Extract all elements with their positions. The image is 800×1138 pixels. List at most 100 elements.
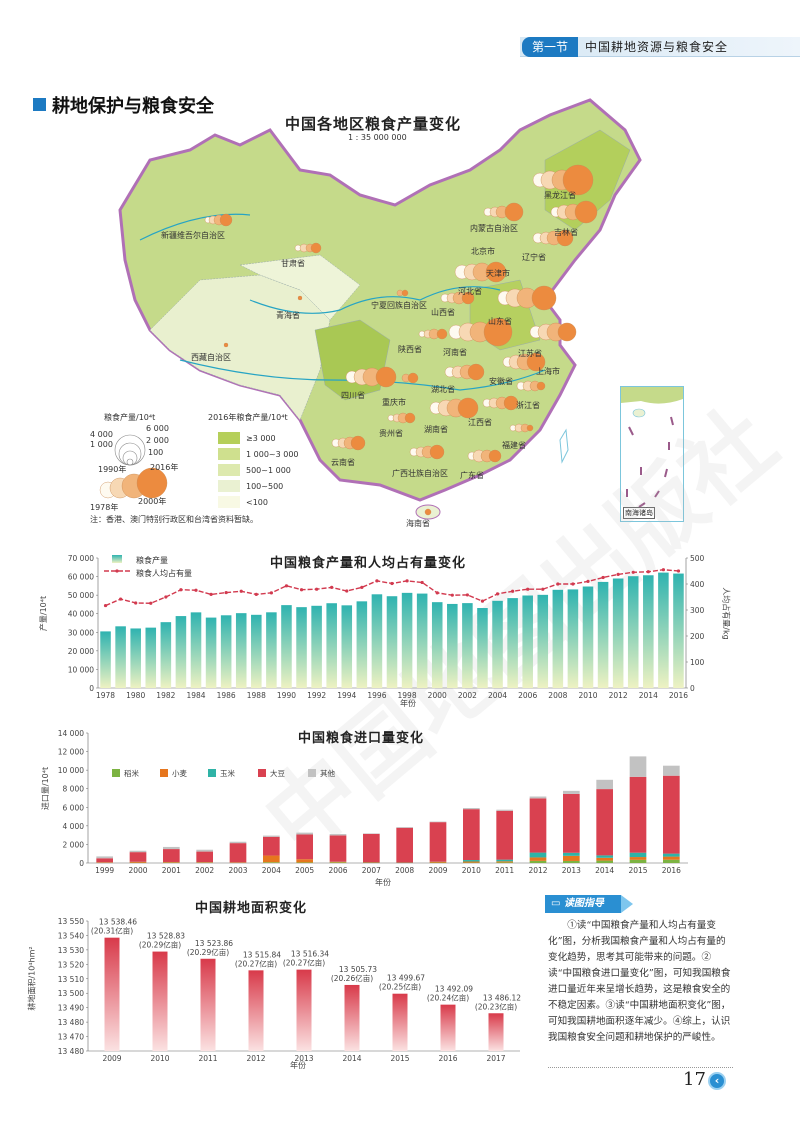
svg-text:13 490: 13 490: [58, 1004, 84, 1013]
svg-text:13 470: 13 470: [58, 1033, 84, 1042]
svg-text:大豆: 大豆: [270, 768, 285, 778]
svg-text:13 499.67: 13 499.67: [387, 974, 425, 983]
svg-text:2011: 2011: [495, 866, 514, 875]
svg-text:2001: 2001: [162, 866, 181, 875]
svg-text:2008: 2008: [395, 866, 414, 875]
map-region-label: 上海市: [536, 367, 560, 376]
svg-text:2017: 2017: [486, 1054, 505, 1063]
map-region-label: 云南省: [331, 458, 355, 467]
svg-text:300: 300: [690, 606, 705, 615]
map-region-label: 西藏自治区: [191, 353, 231, 362]
svg-text:2 000: 2 000: [63, 840, 85, 849]
reading-guide-text: ①读“中国粮食产量和人均占有量变化”图，分析我国粮食产量和人均占有量的变化趋势，…: [548, 920, 731, 1043]
svg-text:13 550: 13 550: [58, 917, 84, 926]
svg-text:13 538.46: 13 538.46: [99, 918, 137, 927]
svg-text:2003: 2003: [228, 866, 247, 875]
svg-text:0: 0: [79, 859, 84, 868]
svg-text:小麦: 小麦: [172, 768, 187, 778]
svg-text:40 000: 40 000: [68, 610, 94, 619]
svg-text:2008: 2008: [548, 691, 567, 700]
map-region-label: 黑龙江省: [544, 191, 576, 200]
svg-text:1992: 1992: [307, 691, 326, 700]
svg-text:1996: 1996: [367, 691, 386, 700]
svg-text:1986: 1986: [217, 691, 236, 700]
svg-text:2015: 2015: [628, 866, 647, 875]
map-region-label: 新疆维吾尔自治区: [161, 231, 225, 240]
svg-text:(20.25亿亩): (20.25亿亩): [379, 982, 421, 992]
svg-text:2011: 2011: [198, 1054, 217, 1063]
svg-text:2004: 2004: [488, 691, 507, 700]
svg-text:30 000: 30 000: [68, 628, 94, 637]
svg-text:2012: 2012: [528, 866, 547, 875]
map-region-label: 宁夏回族自治区: [371, 301, 427, 310]
svg-text:2012: 2012: [609, 691, 628, 700]
back-arrow-icon[interactable]: ‹: [708, 1072, 726, 1090]
map-region-label: 河南省: [443, 348, 467, 357]
map-region-label: 山西省: [431, 308, 455, 317]
svg-text:2010: 2010: [150, 1054, 169, 1063]
svg-text:2007: 2007: [362, 866, 381, 875]
map-region-label: 安徽省: [489, 377, 513, 386]
svg-text:1980: 1980: [126, 691, 145, 700]
china-grain-map: 黑龙江省 吉林省 辽宁省 内蒙古自治区 北京市 天津市 河北省 山西省 山东省 宁夏回族自治区 陕西…: [90, 92, 650, 532]
chapter-title: 中国耕地资源与粮食安全: [585, 40, 729, 54]
svg-text:1978: 1978: [96, 691, 115, 700]
svg-text:(20.24亿亩): (20.24亿亩): [427, 993, 469, 1003]
svg-text:2002: 2002: [458, 691, 477, 700]
svg-text:(20.26亿亩): (20.26亿亩): [331, 973, 373, 983]
svg-text:玉米: 玉米: [220, 768, 235, 778]
svg-text:2000: 2000: [428, 691, 447, 700]
svg-text:10 000: 10 000: [58, 766, 84, 775]
svg-text:13 500: 13 500: [58, 989, 84, 998]
map-region-label: 河北省: [458, 287, 482, 296]
svg-text:13 510: 13 510: [58, 975, 84, 984]
svg-text:400: 400: [690, 580, 705, 589]
svg-text:1984: 1984: [186, 691, 205, 700]
svg-text:(20.27亿亩): (20.27亿亩): [283, 958, 325, 968]
map-note: 注：香港、澳门特别行政区和台湾省资料暂缺。: [90, 515, 258, 524]
svg-text:(20.23亿亩): (20.23亿亩): [475, 1001, 517, 1011]
legend-circle-title: 粮食产量/10⁴t: [104, 413, 156, 422]
svg-text:10 000: 10 000: [68, 665, 94, 674]
svg-text:2016: 2016: [662, 866, 681, 875]
map-region-label: 北京市: [471, 247, 495, 256]
map-title: 中国各地区粮食产量变化: [285, 115, 462, 133]
reading-guide-header: ▭ 读图指导: [545, 895, 621, 913]
map-region-label: 福建省: [502, 441, 526, 450]
svg-text:13 516.34: 13 516.34: [291, 950, 329, 959]
svg-text:其他: 其他: [320, 768, 335, 778]
svg-text:(20.29亿亩): (20.29亿亩): [139, 940, 181, 950]
svg-text:2004: 2004: [262, 866, 281, 875]
svg-text:1988: 1988: [247, 691, 266, 700]
map-region-label: 江苏省: [518, 349, 542, 358]
map-region-label: 广西壮族自治区: [392, 469, 448, 478]
svg-text:100: 100: [690, 658, 705, 667]
svg-text:2015: 2015: [390, 1054, 409, 1063]
svg-text:60 000: 60 000: [68, 573, 94, 582]
svg-text:0: 0: [690, 684, 695, 693]
svg-text:13 492.09: 13 492.09: [435, 985, 473, 994]
svg-text:2002: 2002: [195, 866, 214, 875]
svg-text:13 523.86: 13 523.86: [195, 939, 233, 948]
svg-text:2014: 2014: [342, 1054, 361, 1063]
divider: [548, 1067, 733, 1068]
svg-text:14 000: 14 000: [58, 729, 84, 738]
svg-text:2006: 2006: [328, 866, 347, 875]
svg-text:(20.31亿亩): (20.31亿亩): [91, 926, 133, 936]
svg-text:1999: 1999: [95, 866, 114, 875]
svg-text:13 540: 13 540: [58, 931, 84, 940]
south-china-sea-inset: 南海诸岛: [620, 386, 684, 522]
svg-text:13 480: 13 480: [58, 1018, 84, 1027]
page-number: 17: [683, 1069, 706, 1090]
map-region-label: 吉林省: [554, 228, 578, 237]
svg-text:13 480: 13 480: [58, 1047, 84, 1056]
svg-text:2005: 2005: [295, 866, 314, 875]
map-region-label: 海南省: [406, 519, 430, 528]
farmland-area-chart: 中国耕地面积变化 13 480 13 470 13 480 13 490 13 500 1…: [27, 901, 522, 1070]
svg-text:2010: 2010: [578, 691, 597, 700]
map-region-label: 湖南省: [424, 425, 448, 434]
svg-text:2016: 2016: [669, 691, 688, 700]
svg-text:13 505.73: 13 505.73: [339, 965, 377, 974]
grain-production-chart: 中国粮食产量和人均占有量变化 0 10 000 20 000 30 000 40 000…: [39, 554, 731, 708]
